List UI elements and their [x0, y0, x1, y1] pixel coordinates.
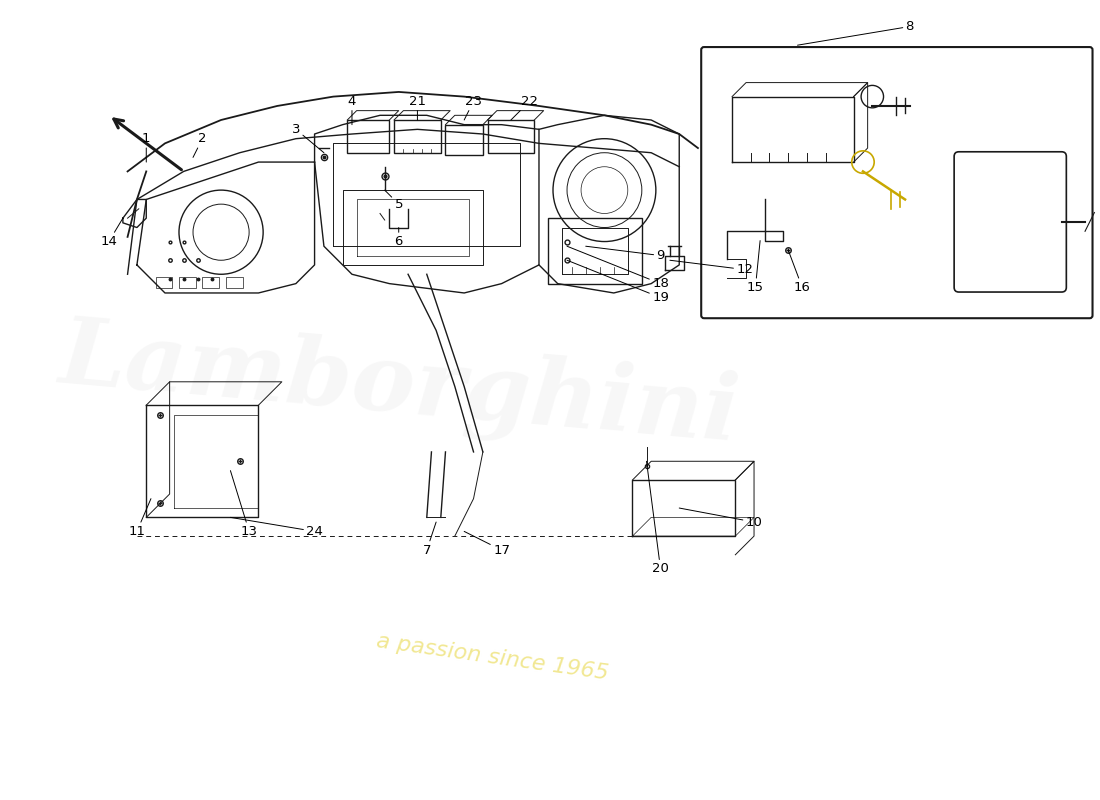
Text: 16: 16 [789, 250, 811, 294]
Text: 6: 6 [395, 227, 403, 248]
Text: 1: 1 [142, 132, 151, 162]
Text: 24: 24 [230, 518, 323, 538]
Text: 8: 8 [798, 20, 914, 45]
Text: 23: 23 [464, 94, 482, 120]
Text: 14: 14 [100, 218, 123, 248]
Text: 11: 11 [129, 498, 151, 538]
Text: 17: 17 [464, 531, 510, 557]
Text: Lamborghini: Lamborghini [55, 311, 742, 462]
Bar [202, 277, 219, 288]
Bar [548, 218, 641, 284]
Text: 9: 9 [585, 246, 664, 262]
Text: 10: 10 [679, 508, 762, 529]
Text: 21: 21 [409, 94, 426, 120]
Bar [446, 125, 483, 154]
Bar [179, 277, 196, 288]
Text: 4: 4 [348, 94, 356, 125]
Text: 15: 15 [747, 241, 763, 294]
Text: 13: 13 [230, 470, 257, 538]
Bar [155, 277, 173, 288]
Bar [226, 277, 243, 288]
Text: 7: 7 [422, 522, 436, 557]
FancyBboxPatch shape [701, 47, 1092, 318]
Text: 22: 22 [510, 94, 538, 120]
Text: 5: 5 [385, 190, 403, 210]
Bar [348, 120, 389, 153]
Text: a passion since 1965: a passion since 1965 [375, 631, 609, 684]
Text: 2: 2 [192, 132, 207, 158]
Bar [394, 120, 441, 153]
Bar [487, 120, 535, 153]
Text: 12: 12 [670, 260, 754, 276]
Text: 18: 18 [566, 246, 669, 290]
Text: 20: 20 [647, 462, 669, 575]
Text: 3: 3 [292, 123, 323, 153]
FancyBboxPatch shape [954, 152, 1066, 292]
Text: 19: 19 [566, 260, 669, 304]
